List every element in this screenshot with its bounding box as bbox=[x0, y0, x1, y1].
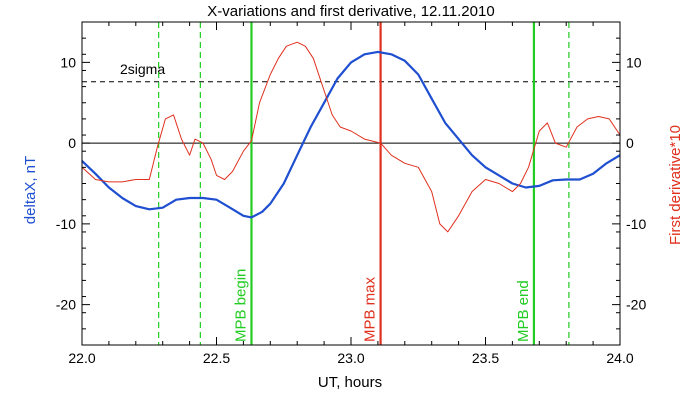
axes: 22.0 22.5 23.0 23.5 24.0 -20 -20 -10 -10 0 0 10 10 bbox=[56, 21, 646, 366]
sigma-label: 2sigma bbox=[120, 61, 165, 77]
y-tick-label-left: 10 bbox=[60, 54, 76, 70]
y-axis-right-label: First derivative*10 bbox=[667, 125, 684, 245]
marker-label-mpb-end: MPB end bbox=[515, 280, 532, 342]
marker-label-mpb-begin: MPB begin bbox=[232, 269, 249, 342]
series-derivative bbox=[81, 41, 621, 233]
x-tick-label: 23.0 bbox=[337, 350, 364, 366]
y-tick-label-right: 10 bbox=[626, 54, 642, 70]
x-tick-label: 24.0 bbox=[606, 350, 633, 366]
x-axis-label: UT, hours bbox=[318, 374, 382, 391]
y-tick-label-right: -10 bbox=[626, 216, 646, 232]
chart-title: X-variations and first derivative, 12.11… bbox=[207, 3, 494, 20]
x-tick-label: 23.5 bbox=[472, 350, 499, 366]
x-tick-label: 22.5 bbox=[203, 350, 230, 366]
x-tick-label: 22.0 bbox=[68, 350, 95, 366]
y-axis-left-label: deltaX, nT bbox=[22, 156, 39, 224]
y-tick-label-left: -10 bbox=[56, 216, 76, 232]
plot-area: 2sigma MPB begin MPB max MPB end bbox=[81, 22, 621, 345]
y-tick-label-left: 0 bbox=[68, 135, 76, 151]
y-tick-label-right: -20 bbox=[626, 297, 646, 313]
y-tick-label-right: 0 bbox=[626, 135, 634, 151]
marker-label-mpb-max: MPB max bbox=[362, 276, 379, 342]
series-deltaX bbox=[81, 50, 621, 219]
y-tick-label-left: -20 bbox=[56, 297, 76, 313]
